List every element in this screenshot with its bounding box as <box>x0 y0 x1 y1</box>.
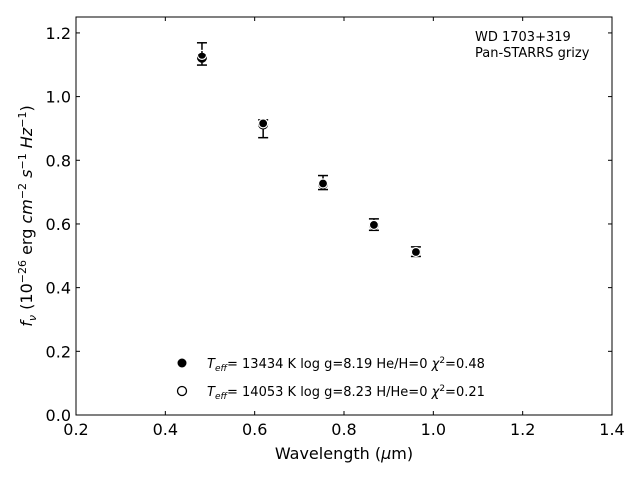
model-point-open <box>368 219 380 231</box>
legend-marker-open <box>176 385 188 397</box>
x-tick-label: 0.4 <box>153 420 178 439</box>
model-point-open <box>410 246 422 258</box>
y-axis-label: fν (10−26 erg cm−2 s−1 Hz−1) <box>16 105 39 326</box>
y-tick-label: 1.2 <box>46 24 71 43</box>
x-axis-label: Wavelength (μm) <box>275 444 413 463</box>
x-tick-label: 1.0 <box>421 420 446 439</box>
model-point-open <box>258 118 269 129</box>
legend-entry-2: Teff= 14053 K log g=8.23 H/He=0 χ2=0.21 <box>207 384 485 402</box>
annotation-line-1: WD 1703+319 <box>475 30 571 45</box>
model-point-open <box>196 49 208 60</box>
legend: Teff= 13434 K log g=8.19 He/H=0 χ2=0.48 … <box>176 356 485 402</box>
y-tick-label: 0.8 <box>46 151 71 170</box>
model-point-open <box>317 178 329 189</box>
y-tick-label: 1.0 <box>46 88 71 107</box>
svg-text:fν (10−26 erg cm−2 s−1 Hz−1): fν (10−26 erg cm−2 s−1 Hz−1) <box>16 105 39 326</box>
plot-frame <box>75 16 613 416</box>
x-tick-label: 1.2 <box>510 420 535 439</box>
y-tick-label: 0.6 <box>46 215 71 234</box>
y-tick-label: 0.2 <box>46 342 71 361</box>
annotation-line-2: Pan-STARRS grizy <box>475 46 590 61</box>
model-point-filled <box>196 52 207 63</box>
x-tick-label: 0.8 <box>331 420 356 439</box>
y-tick-label: 0.0 <box>46 406 71 425</box>
legend-marker-filled <box>177 358 187 368</box>
legend-entry-1: Teff= 13434 K log g=8.19 He/H=0 χ2=0.48 <box>207 356 485 374</box>
y-tick-label: 0.4 <box>46 279 71 298</box>
x-tick-label: 0.2 <box>63 420 88 439</box>
x-tick-label: 0.6 <box>242 420 267 439</box>
x-tick-label: 1.4 <box>599 420 624 439</box>
